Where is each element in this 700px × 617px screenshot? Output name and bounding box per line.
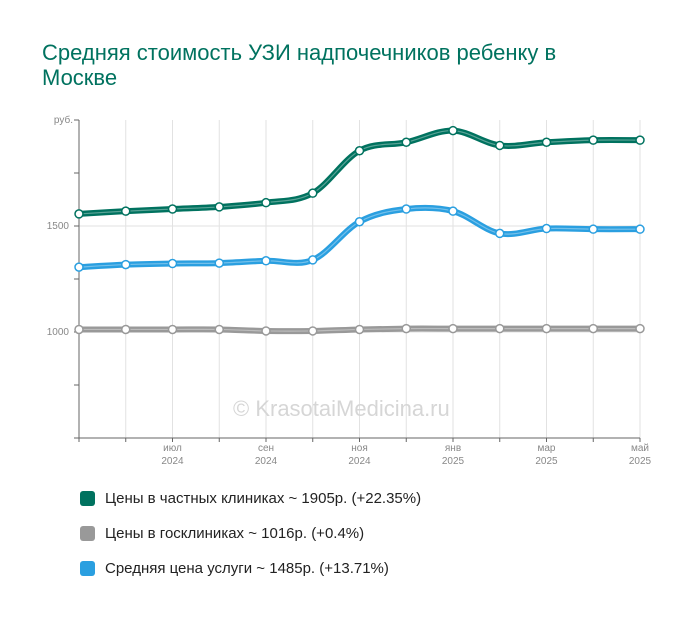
watermark: © KrasotaiMedicina.ru (233, 396, 450, 421)
data-point-private (74, 209, 84, 219)
data-point-average (74, 262, 84, 272)
legend-swatch-average (80, 560, 95, 576)
legend-item-public[interactable]: Цены в госклиниках ~ 1016р. (+0.4%) (80, 523, 421, 543)
data-point-average (541, 223, 552, 234)
legend-item-average[interactable]: Средняя цена услуги ~ 1485р. (+13.71%) (80, 558, 421, 578)
data-point-public (541, 323, 552, 334)
legend: Цены в частных клиниках ~ 1905р. (+22.35… (80, 488, 421, 593)
legend-label-public: Цены в госклиниках ~ 1016р. (+0.4%) (105, 524, 365, 542)
data-point-average (401, 204, 411, 214)
data-point-public (635, 323, 645, 334)
data-point-average (635, 224, 645, 234)
x-tick-label-month: мар (538, 443, 556, 454)
data-point-average (214, 258, 224, 268)
data-point-private (588, 135, 598, 145)
x-tick-label-year: 2024 (161, 456, 184, 467)
data-point-private (541, 137, 552, 148)
legend-label-average: Средняя цена услуги ~ 1485р. (+13.71%) (105, 559, 389, 577)
legend-swatch-private (80, 490, 95, 506)
x-tick-label-month: ноя (351, 443, 368, 454)
data-point-public (74, 324, 84, 335)
data-point-average (167, 258, 178, 269)
data-point-public (401, 323, 411, 334)
data-point-average (121, 259, 131, 270)
x-tick-label-year: 2024 (348, 456, 371, 467)
data-point-public (167, 324, 178, 335)
x-tick-label-month: сен (258, 443, 274, 454)
data-point-average (495, 228, 505, 239)
grid (78, 120, 641, 438)
data-point-private (214, 202, 224, 212)
data-point-public (354, 324, 365, 335)
data-point-average (261, 256, 271, 266)
legend-label-private: Цены в частных клиниках ~ 1905р. (+22.35… (105, 489, 422, 507)
data-point-public (495, 323, 505, 334)
x-tick-label-year: 2024 (255, 456, 278, 467)
data-point-private (121, 206, 131, 216)
data-point-private (308, 188, 318, 198)
chart-title: Средняя стоимость УЗИ надпочечников ребе… (42, 40, 557, 90)
axes: 1000 1500 руб. июл 2024 сен 2024 ноя 2024 янв 2025… (47, 114, 652, 467)
data-point-public (308, 326, 318, 336)
data-point-public (448, 323, 458, 334)
data-point-average (354, 217, 365, 227)
x-tick-label-month: июл (163, 443, 182, 454)
x-tick-label-month: янв (445, 443, 461, 454)
legend-item-private[interactable]: Цены в частных клиниках ~ 1905р. (+22.35… (80, 488, 421, 508)
data-point-public (261, 326, 271, 336)
data-point-public (588, 323, 598, 334)
data-point-private (354, 145, 365, 156)
data-point-private (167, 204, 178, 214)
data-point-private (261, 197, 271, 208)
data-point-public (121, 324, 131, 335)
x-tick-label-year: 2025 (535, 456, 558, 467)
data-point-private (448, 125, 458, 136)
data-point-average (308, 255, 318, 265)
y-tick-label: 1500 (47, 221, 70, 232)
x-tick-label-year: 2025 (629, 456, 652, 467)
y-unit-label: руб. (54, 114, 73, 126)
data-point-private (401, 137, 411, 148)
data-point-public (214, 324, 224, 335)
data-point-average (448, 206, 458, 216)
data-point-private (495, 140, 505, 151)
x-tick-label-year: 2025 (442, 456, 465, 467)
data-point-average (588, 224, 598, 234)
x-tick-label-month: май (631, 443, 649, 454)
y-tick-label: 1000 (47, 327, 70, 338)
data-point-private (635, 135, 645, 145)
legend-swatch-public (80, 525, 95, 541)
data-points (74, 125, 645, 336)
